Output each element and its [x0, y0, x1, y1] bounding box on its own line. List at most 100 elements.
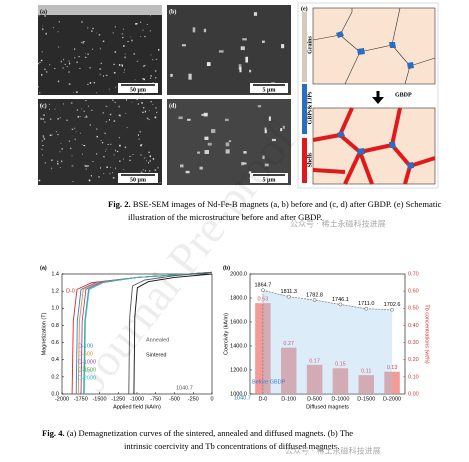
- y-tick-label: 1000.0: [230, 391, 247, 397]
- sem-speck: [154, 169, 157, 171]
- sem-speck: [249, 69, 252, 73]
- sem-speck: [39, 104, 41, 106]
- sem-speck: [99, 73, 101, 76]
- y-tick-label: 1800.0: [230, 295, 247, 301]
- sem-speck: [121, 33, 124, 35]
- x-tick-label: 0: [210, 396, 213, 402]
- sem-speck: [85, 165, 88, 167]
- sem-speck: [140, 21, 142, 23]
- sem-speck: [42, 28, 44, 30]
- sem-speck: [142, 78, 144, 80]
- sem-speck: [143, 157, 146, 159]
- sem-speck: [53, 68, 56, 70]
- sem-speck: [61, 160, 63, 163]
- y-tick-label: 2000.0: [230, 271, 247, 277]
- legend-label: D-2000: [78, 375, 96, 381]
- sem-speck: [115, 167, 116, 170]
- sem-speck: [57, 160, 59, 163]
- sem-speck: [138, 138, 141, 140]
- sem-speck: [92, 27, 94, 30]
- sem-speck: [42, 136, 45, 138]
- sem-speck: [42, 25, 44, 27]
- sem-speck: [146, 117, 149, 120]
- sem-speck: [119, 144, 121, 147]
- sem-speck: [75, 131, 77, 133]
- sem-speck: [79, 132, 81, 134]
- sem-speck: [110, 166, 112, 168]
- sem-speck: [70, 147, 72, 150]
- arrow-head: [372, 97, 384, 104]
- panel-label: (c): [40, 102, 47, 109]
- sem-speck: [42, 134, 45, 136]
- sem-speck: [79, 116, 81, 117]
- sem-speck: [130, 36, 132, 38]
- legend-label: D-1500: [78, 367, 96, 373]
- sem-speck: [74, 57, 76, 59]
- sem-speck: [152, 103, 154, 105]
- y-tick-label: 1.2: [51, 289, 59, 295]
- bar: [281, 347, 297, 394]
- panel-label: (b): [169, 8, 176, 15]
- sem-speck: [264, 127, 267, 130]
- sem-speck: [206, 62, 211, 67]
- y-tick-label: 1.0: [51, 306, 59, 312]
- sem-speck: [38, 15, 40, 17]
- sem-speck: [64, 63, 66, 66]
- sem-speck: [89, 124, 91, 126]
- sem-speck: [122, 169, 125, 170]
- sem-speck: [41, 105, 43, 107]
- annotation: 1040.7: [234, 395, 251, 401]
- sem-speck: [103, 156, 105, 158]
- sem-speck: [115, 86, 117, 89]
- sem-speck: [74, 138, 76, 141]
- sem-speck: [203, 28, 207, 33]
- sem-speck: [57, 80, 60, 83]
- scale-label: 5 μm: [263, 177, 276, 183]
- sem-speck: [88, 105, 90, 107]
- sem-speck: [92, 48, 93, 50]
- sem-speck: [96, 135, 99, 138]
- sem-speck: [129, 155, 131, 157]
- sem-speck: [150, 54, 152, 56]
- sem-speck: [57, 162, 59, 165]
- sem-speck: [132, 154, 134, 155]
- sem-speck: [148, 151, 150, 154]
- sem-speck: [280, 128, 283, 132]
- sem-speck: [146, 24, 148, 25]
- y-tick-label: 0.6: [51, 340, 59, 346]
- y2-tick-label: 0.00: [408, 391, 419, 397]
- sem-speck: [137, 103, 139, 105]
- bar-value-label: 0.17: [309, 358, 320, 364]
- sem-speck: [41, 140, 43, 142]
- scale-label: 50 μm: [130, 177, 146, 183]
- legend-label: D-1000: [78, 359, 96, 365]
- legend-swatch: [302, 84, 307, 134]
- marker: [286, 294, 291, 299]
- sem-speck: [204, 150, 209, 154]
- x-tick-label: -1500: [92, 396, 106, 402]
- sem-speck: [154, 116, 157, 119]
- sem-speck: [82, 41, 84, 44]
- caption-text: illustration of the microstructure befor…: [128, 212, 322, 222]
- sem-speck: [136, 99, 138, 101]
- line-value-label: 1711.0: [358, 301, 374, 307]
- y-axis-label: Magnetization (T): [41, 312, 47, 355]
- sem-speck: [38, 86, 39, 88]
- sem-speck: [48, 103, 51, 105]
- sem-speck: [109, 113, 112, 116]
- sem-speck: [248, 171, 252, 174]
- curve: [83, 271, 213, 395]
- x-axis-label: Applied field (kA/m): [113, 404, 161, 410]
- sem-speck: [62, 67, 64, 69]
- sem-speck: [83, 144, 86, 147]
- sem-speck: [43, 137, 45, 140]
- sem-speck: [140, 144, 142, 147]
- sem-speck: [136, 60, 139, 62]
- bar: [358, 375, 374, 394]
- sem-speck: [149, 15, 151, 17]
- sem-speck: [123, 158, 124, 160]
- legend-swatch: [302, 12, 307, 82]
- x-tick-label: -1250: [111, 396, 125, 402]
- sem-speck: [108, 88, 110, 90]
- sem-speck: [178, 116, 183, 120]
